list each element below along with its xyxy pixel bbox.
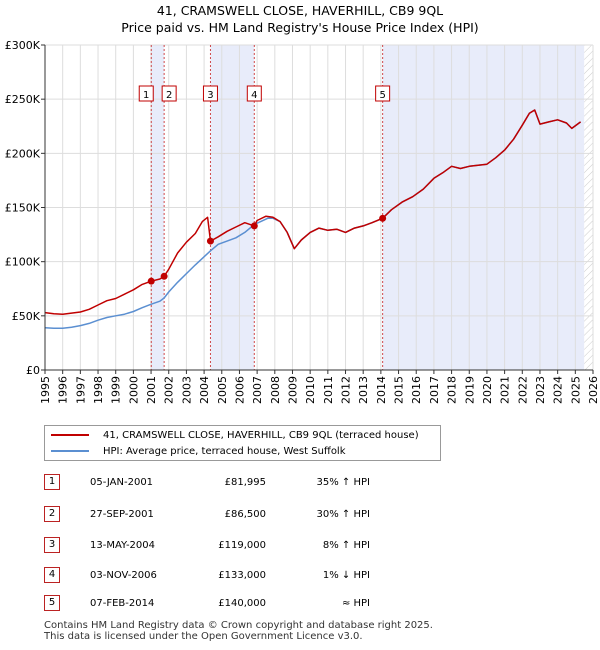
sale-point [206, 237, 214, 245]
sale-price: £86,500 [224, 509, 266, 520]
y-tick-label: £0 [26, 364, 40, 377]
x-tick-label: 2014 [375, 376, 388, 404]
x-tick-label: 2023 [534, 376, 547, 404]
x-tick-label: 2018 [446, 376, 459, 404]
sale-number-badge: 2 [44, 506, 60, 522]
x-tick-label: 2001 [145, 376, 158, 404]
y-tick-label: £250K [5, 93, 41, 106]
sale-date: 07-FEB-2014 [90, 598, 155, 609]
x-tick-label: 2025 [569, 376, 582, 404]
x-tick-label: 2016 [410, 376, 423, 404]
sale-hpi-comparison: 30% ↑ HPI [316, 509, 370, 520]
sale-hpi-comparison: 35% ↑ HPI [316, 477, 370, 488]
x-tick-label: 1997 [74, 376, 87, 404]
sale-point [379, 214, 387, 222]
sale-hpi-comparison: 8% ↑ HPI [322, 540, 370, 551]
x-tick-label: 2017 [428, 376, 441, 404]
sale-row: 5 07-FEB-2014 £140,000 ≈ HPI [44, 595, 384, 613]
sale-label-box [161, 85, 177, 102]
sale-price: £140,000 [218, 598, 266, 609]
sale-date: 05-JAN-2001 [90, 477, 154, 488]
y-tick-label: £100K [5, 256, 41, 269]
x-tick-label: 1996 [57, 376, 70, 404]
sale-hpi-comparison: 1% ↓ HPI [322, 570, 370, 581]
sale-label-number: 4 [251, 90, 257, 101]
x-tick-label: 2026 [587, 376, 600, 404]
legend-swatch-property [51, 434, 89, 436]
x-tick-label: 2020 [481, 376, 494, 404]
sale-point [147, 277, 155, 285]
sale-hpi-comparison: ≈ HPI [341, 598, 370, 609]
sale-number-badge: 4 [44, 567, 60, 583]
sale-row: 1 05-JAN-2001 £81,995 35% ↑ HPI [44, 474, 384, 492]
x-tick-label: 2004 [198, 376, 211, 404]
sale-price: £81,995 [224, 477, 266, 488]
x-tick-label: 2011 [322, 376, 335, 404]
sale-label-box [246, 85, 262, 102]
sale-point [250, 222, 258, 230]
sale-row: 2 27-SEP-2001 £86,500 30% ↑ HPI [44, 506, 384, 524]
x-tick-label: 2000 [127, 376, 140, 404]
sale-label-number: 2 [166, 90, 172, 101]
footer-line-2: This data is licensed under the Open Gov… [44, 631, 363, 642]
sale-row: 3 13-MAY-2004 £119,000 8% ↑ HPI [44, 537, 384, 555]
x-tick-label: 1998 [92, 376, 105, 404]
x-tick-label: 2013 [357, 376, 370, 404]
x-tick-label: 2009 [286, 376, 299, 404]
sale-point [160, 272, 168, 280]
x-tick-label: 2015 [393, 376, 406, 404]
x-tick-label: 2003 [180, 376, 193, 404]
x-tick-label: 2024 [552, 376, 565, 404]
legend-swatch-hpi [51, 450, 89, 452]
y-tick-label: £150K [5, 202, 41, 215]
footer-line-1: Contains HM Land Registry data © Crown c… [44, 620, 433, 631]
sale-number-badge: 5 [44, 595, 60, 611]
x-tick-label: 2005 [216, 376, 229, 404]
x-tick-label: 2019 [463, 376, 476, 404]
sale-date: 27-SEP-2001 [90, 509, 154, 520]
y-tick-label: £50K [12, 310, 41, 323]
sale-label-number: 3 [207, 90, 213, 101]
sale-label-box [138, 85, 154, 102]
x-tick-label: 2006 [233, 376, 246, 404]
chart-title: 41, CRAMSWELL CLOSE, HAVERHILL, CB9 9QL … [0, 2, 600, 36]
sale-label-box [375, 85, 391, 102]
x-tick-label: 2008 [269, 376, 282, 404]
y-tick-label: £300K [5, 39, 41, 52]
x-tick-label: 2007 [251, 376, 264, 404]
footer-attribution: Contains HM Land Registry data © Crown c… [44, 620, 433, 642]
sale-label-number: 1 [143, 90, 149, 101]
property-price-line [44, 109, 582, 315]
sale-row: 4 03-NOV-2006 £133,000 1% ↓ HPI [44, 567, 384, 585]
x-tick-label: 2002 [163, 376, 176, 404]
sale-date: 03-NOV-2006 [90, 570, 157, 581]
sale-number-badge: 3 [44, 537, 60, 553]
x-tick-label: 2012 [340, 376, 353, 404]
sale-price: £119,000 [218, 540, 266, 551]
chart-title-line-1: 41, CRAMSWELL CLOSE, HAVERHILL, CB9 9QL [156, 3, 444, 18]
sale-price: £133,000 [218, 570, 266, 581]
sale-date: 13-MAY-2004 [90, 540, 156, 551]
legend: 41, CRAMSWELL CLOSE, HAVERHILL, CB9 9QL … [44, 425, 441, 461]
price-chart: 1 2 3 4 5 1995 1996 1997 1998 1999 2000 2001 2002 20… [5, 39, 600, 404]
sale-number-badge: 1 [44, 474, 60, 490]
sale-label-box [202, 85, 218, 102]
legend-label-hpi: HPI: Average price, terraced house, West… [103, 446, 346, 457]
x-tick-label: 2021 [499, 376, 512, 404]
sale-label-number: 5 [379, 90, 385, 101]
legend-item-hpi: HPI: Average price, terraced house, West… [51, 444, 346, 460]
x-tick-label: 2022 [516, 376, 529, 404]
legend-item-property: 41, CRAMSWELL CLOSE, HAVERHILL, CB9 9QL … [51, 428, 419, 444]
x-tick-label: 1995 [39, 376, 52, 404]
x-tick-label: 1999 [110, 376, 123, 404]
x-tick-label: 2010 [304, 376, 317, 404]
legend-label-property: 41, CRAMSWELL CLOSE, HAVERHILL, CB9 9QL … [103, 430, 419, 441]
chart-title-line-2: Price paid vs. HM Land Registry's House … [121, 20, 479, 35]
y-tick-label: £200K [5, 147, 41, 160]
